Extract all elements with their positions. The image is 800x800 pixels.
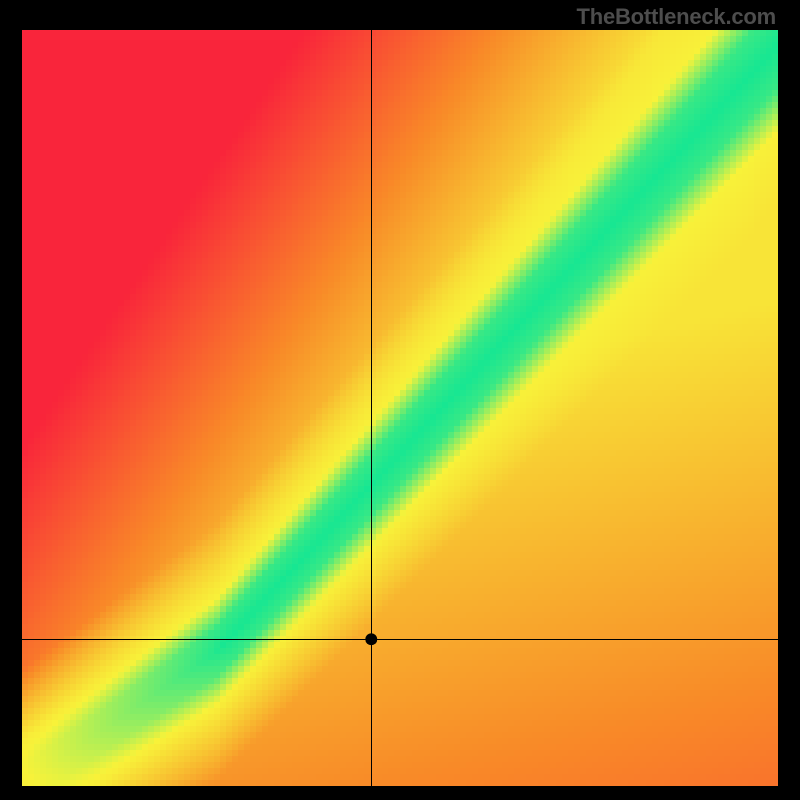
- chart-container: TheBottleneck.com: [0, 0, 800, 800]
- plot-area: [22, 30, 778, 786]
- crosshair-vertical: [371, 30, 372, 786]
- crosshair-horizontal: [22, 639, 778, 640]
- watermark-text: TheBottleneck.com: [576, 4, 776, 30]
- heatmap-canvas: [22, 30, 778, 786]
